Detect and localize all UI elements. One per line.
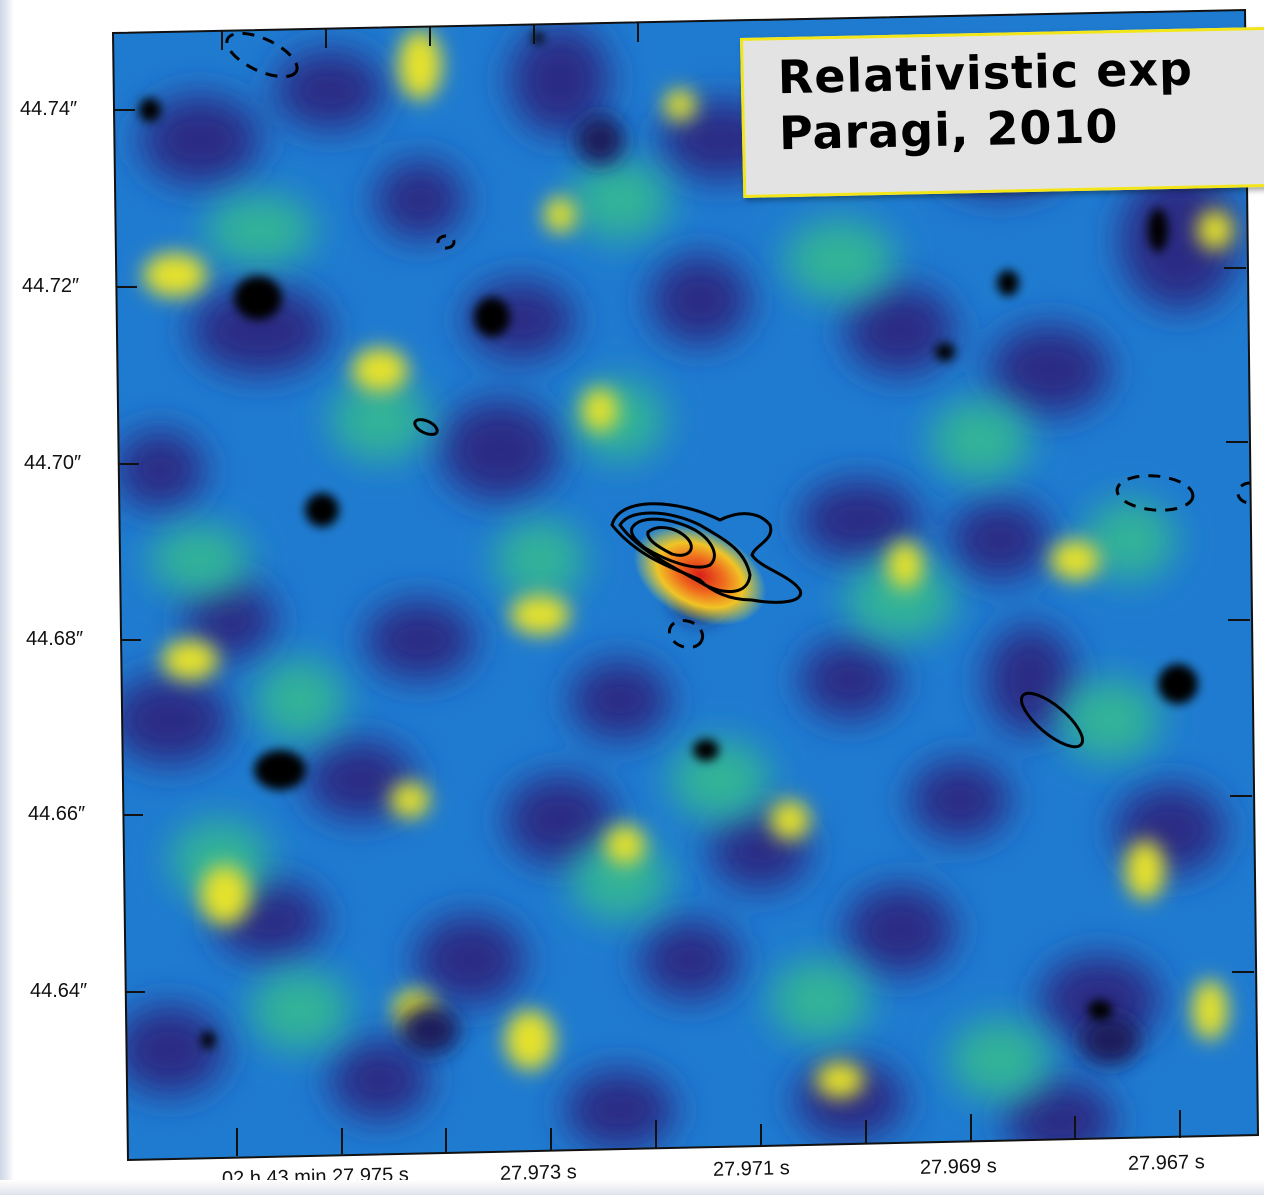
y-tick-label-5: 44.66″ [28,803,86,825]
x-tick-label-5: 27.967 s [1127,1151,1205,1175]
y-tick-label-4: 44.68″ [26,628,84,650]
x-tick-label-3: 27.971 s [712,1157,790,1181]
dashed-contours [225,31,1258,650]
black-spots [139,32,1198,1049]
page-edge-left [0,0,14,1195]
caption-line-1: Relativistic exp [777,41,1194,105]
tick-marks [115,22,1254,1156]
y-tick-label-1: 44.74″ [20,98,78,120]
map-frame [111,8,1260,1162]
y-tick-label-6: 44.64″ [30,980,88,1002]
caption-line-2: Paragi, 2010 [778,99,1119,161]
y-tick-label-3: 44.70″ [24,452,82,474]
x-tick-label-4: 27.969 s [919,1155,997,1179]
y-tick-label-2: 44.72″ [22,275,80,297]
caption-box: Relativistic exp Paragi, 2010 [740,26,1264,198]
green-structures [150,160,1175,1100]
contours [413,418,1084,749]
page-edge-bottom [0,1180,1264,1195]
